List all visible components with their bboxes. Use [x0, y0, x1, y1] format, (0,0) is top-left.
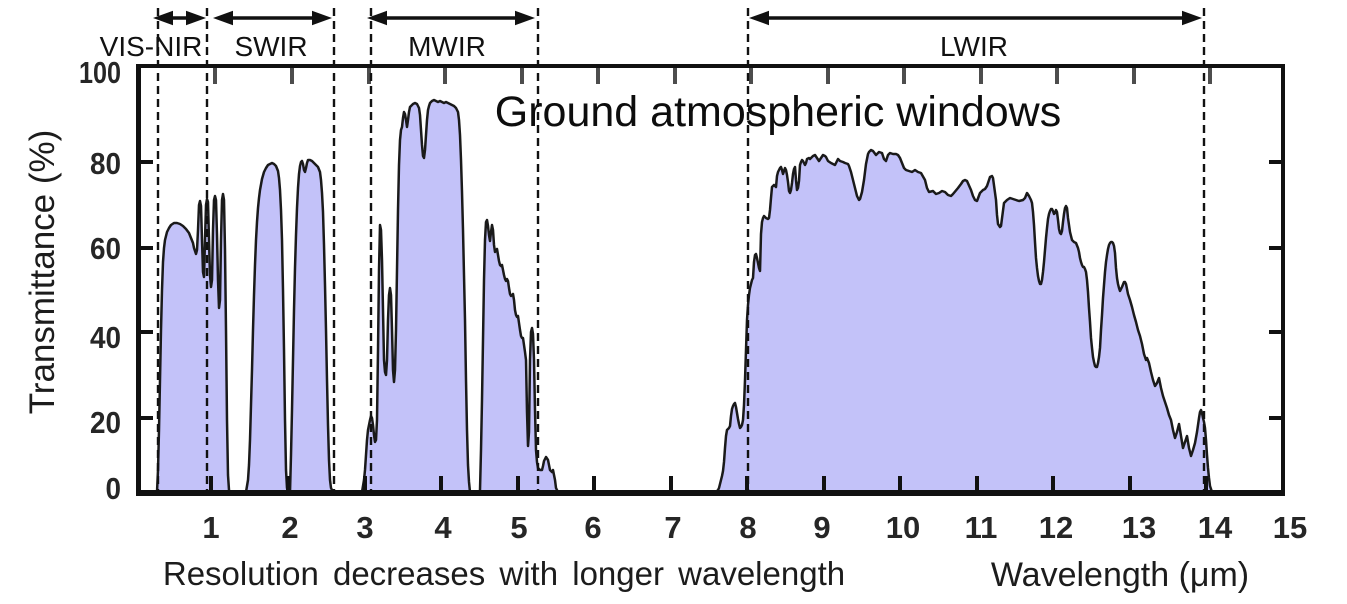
svg-text:VIS-NIR: VIS-NIR: [100, 31, 203, 62]
svg-text:LWIR: LWIR: [940, 31, 1008, 62]
svg-text:Resolution decreases with long: Resolution decreases with longer wavelen…: [163, 555, 845, 592]
svg-text:3: 3: [356, 510, 373, 545]
svg-text:80: 80: [90, 146, 121, 181]
svg-text:1: 1: [202, 510, 219, 545]
svg-text:6: 6: [584, 510, 601, 545]
svg-text:SWIR: SWIR: [234, 31, 307, 62]
svg-text:Wavelength (μm): Wavelength (μm): [991, 556, 1249, 594]
svg-text:2: 2: [281, 510, 298, 545]
svg-text:Ground atmospheric windows: Ground atmospheric windows: [495, 88, 1061, 136]
svg-text:11: 11: [965, 510, 998, 545]
svg-text:8: 8: [739, 510, 756, 545]
svg-text:5: 5: [510, 510, 527, 545]
svg-text:13: 13: [1122, 510, 1156, 545]
svg-text:100: 100: [79, 55, 121, 90]
svg-text:20: 20: [90, 405, 121, 440]
svg-text:MWIR: MWIR: [408, 31, 486, 62]
svg-text:15: 15: [1273, 510, 1307, 545]
svg-text:0: 0: [106, 471, 122, 506]
svg-text:60: 60: [90, 231, 121, 266]
svg-text:12: 12: [1039, 510, 1073, 545]
svg-text:10: 10: [886, 510, 920, 545]
svg-text:4: 4: [434, 510, 452, 545]
svg-text:40: 40: [90, 320, 121, 355]
svg-text:7: 7: [664, 510, 681, 545]
svg-text:9: 9: [813, 510, 830, 545]
svg-text:14: 14: [1198, 510, 1233, 545]
svg-text:Transmittance (%): Transmittance (%): [23, 130, 62, 415]
